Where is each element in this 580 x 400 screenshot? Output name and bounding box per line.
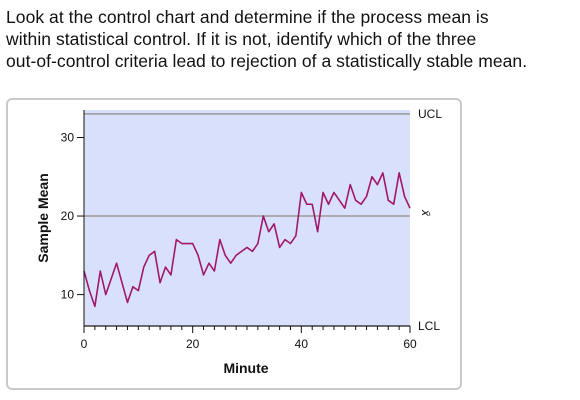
plot-area: [84, 110, 410, 326]
limit-label-0: UCL: [418, 107, 442, 121]
x-tick-label: 40: [295, 337, 309, 351]
y-tick-label: 30: [61, 130, 75, 144]
x-tick-label: 60: [403, 337, 417, 351]
y-tick-label: 10: [61, 288, 75, 302]
x-axis-title: Minute: [223, 360, 268, 376]
limit-label-1: x̄: [419, 209, 433, 217]
x-tick-label: 20: [186, 337, 200, 351]
question-line: Look at the control chart and determine …: [6, 7, 489, 27]
limit-label-2: LCL: [418, 319, 440, 333]
y-axis-title: Sample Mean: [35, 173, 51, 262]
question-line: out-of-control criteria lead to rejectio…: [6, 51, 528, 71]
question-line: within statistical control. If it is not…: [6, 29, 477, 49]
question-text: Look at the control chart and determine …: [6, 6, 574, 72]
y-tick-label: 20: [61, 209, 75, 223]
series-line-0: [83, 172, 411, 308]
x-tick-label: 0: [81, 337, 88, 351]
